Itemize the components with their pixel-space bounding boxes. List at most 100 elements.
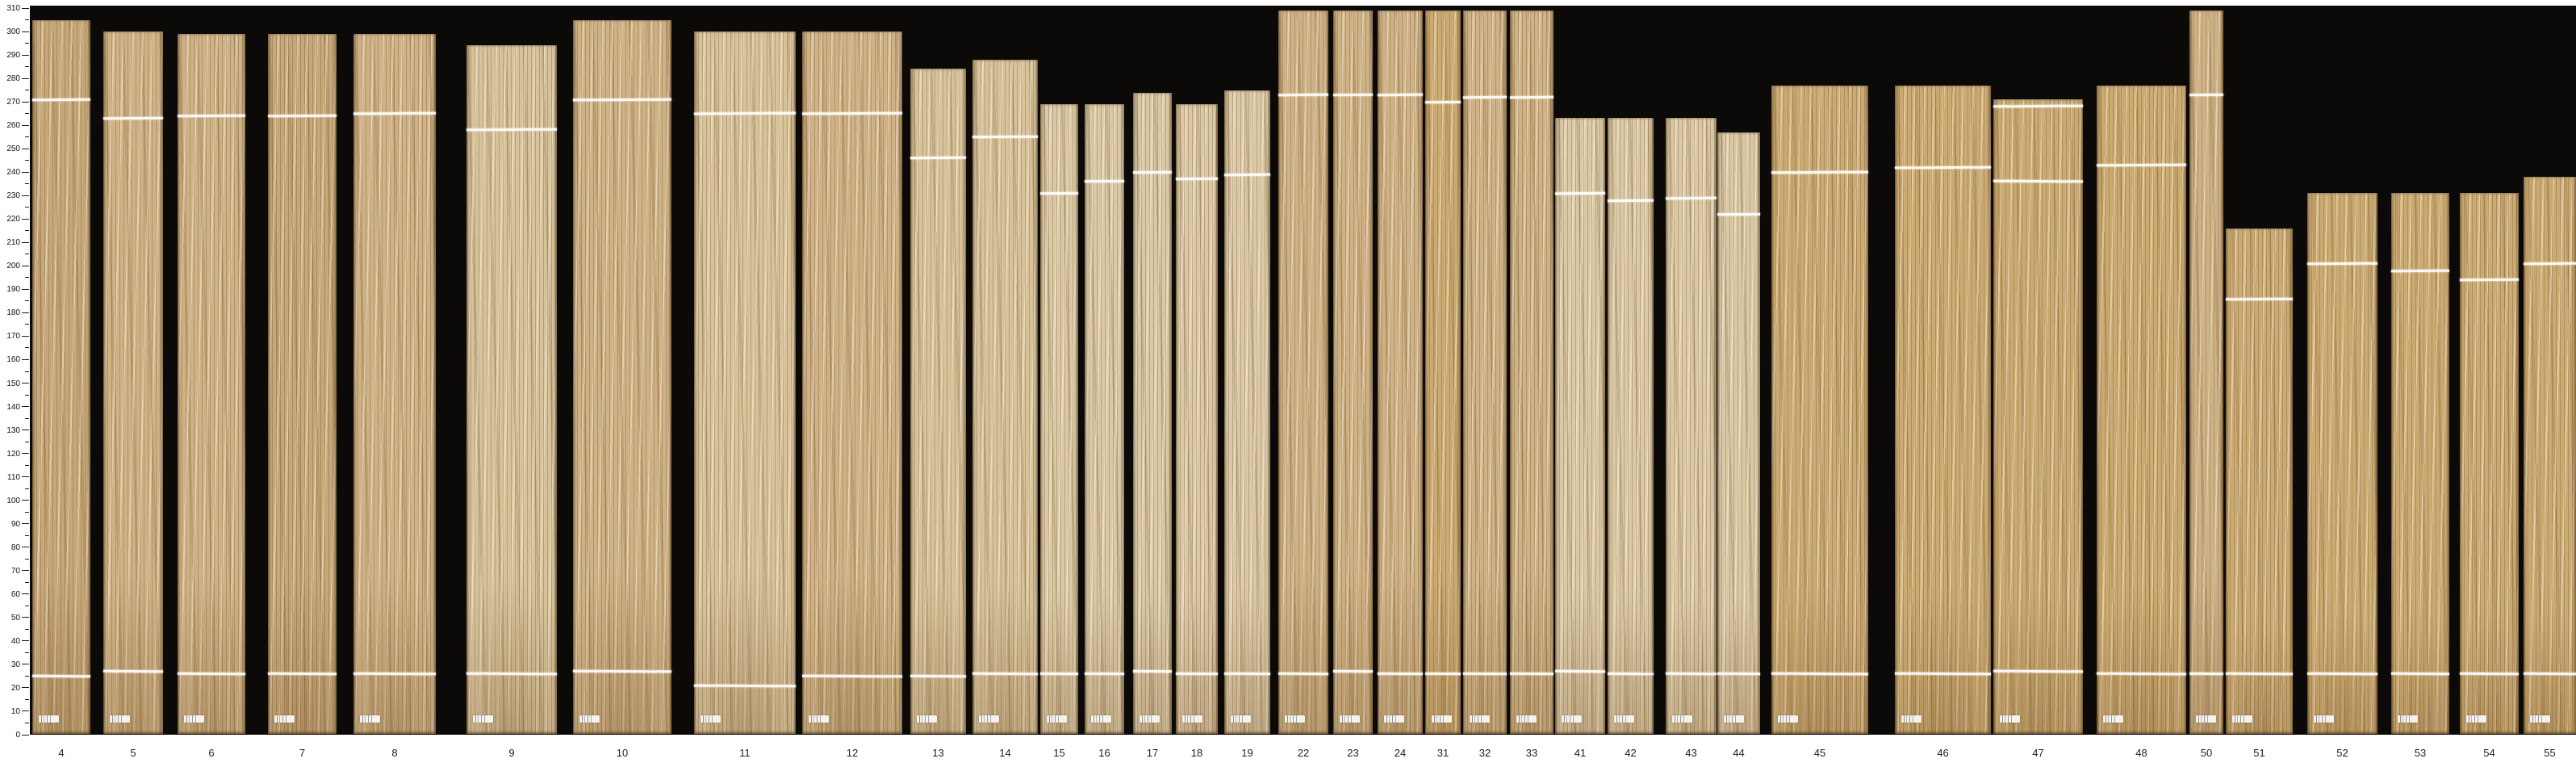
length-mark-line [1332,93,1374,97]
length-mark-line [2523,262,2576,266]
cut-mark-line [1424,672,1462,676]
board-number-label: 17 [1146,747,1159,759]
barcode-sticker [1470,715,1490,723]
board-17 [1132,92,1173,734]
board-number-label: 51 [2253,747,2265,759]
barcode-sticker [1231,715,1251,723]
length-mark-line [1132,170,1173,174]
board-10 [572,19,672,734]
board-number-label: 9 [508,747,515,759]
cut-mark-line [1509,672,1554,676]
ruler-major-tick [22,218,29,220]
board-number-label: 47 [2032,747,2044,759]
board-number-label: 12 [846,747,859,759]
board-number-label: 16 [1098,747,1110,759]
barcode-sticker [39,715,59,723]
ruler-minor-tick [25,371,29,372]
board-number-label: 15 [1053,747,1065,759]
board-number-label: 32 [1478,747,1491,759]
ruler-label: 200 [6,262,20,271]
ruler-label: 240 [6,168,20,178]
ruler-label: 180 [6,308,20,318]
board-8 [353,33,437,734]
board-52 [2306,193,2378,734]
board-18 [1175,104,1219,734]
ruler-major-tick [22,31,29,32]
board-number-label: 46 [1937,747,1949,759]
barcode-sticker [579,715,600,723]
ruler-major-tick [22,383,29,384]
length-mark-line [1554,191,1606,195]
length-mark-line [1771,170,1869,174]
board-number-label: 18 [1190,747,1203,759]
ruler-label: 90 [10,519,20,529]
ruler-minor-tick [25,183,29,185]
barcode-sticker [110,715,130,723]
board-47 [1993,99,2084,734]
barcode-sticker [809,715,829,723]
length-mark-line [801,111,903,115]
ruler-major-tick [22,124,29,126]
cut-mark-line [2306,672,2378,676]
cut-mark-line [2390,672,2450,676]
board-number-label: 4 [58,747,65,759]
length-mark-line [102,116,164,120]
cut-mark-line [2459,672,2520,676]
ruler-major-tick [22,710,29,712]
ruler-major-tick [22,288,29,290]
ruler-major-tick [22,101,29,103]
length-mark-line [572,98,672,102]
board-22 [1278,10,1329,734]
ruler-label: 150 [6,379,20,388]
board-24 [1377,10,1424,734]
board-number-label: 13 [932,747,944,759]
board-33 [1509,10,1554,734]
length-mark-line [693,111,797,115]
ruler-label: 60 [10,589,20,599]
length-mark-line [1665,196,1717,199]
barcode-sticker [1516,715,1537,723]
cut-mark-line [2225,672,2294,676]
length-mark-line [2225,297,2294,300]
board-43 [1665,118,1717,734]
ruler-major-tick [22,570,29,572]
ruler-minor-tick [25,66,29,68]
board-number-label: 52 [2336,747,2348,759]
ruler-minor-tick [25,113,29,115]
ruler-minor-tick [25,628,29,630]
ruler-minor-tick [25,652,29,653]
barcode-sticker [1091,715,1111,723]
ruler-label: 190 [6,285,20,295]
ruler-minor-tick [25,534,29,536]
ruler-minor-tick [25,394,29,396]
cut-mark-line [1665,672,1717,676]
ruler-label: 250 [6,145,20,154]
ruler-major-tick [22,687,29,689]
ruler-label: 260 [6,121,20,131]
cut-mark-line [2189,672,2224,676]
board-23 [1332,10,1374,734]
cut-mark-line [1717,672,1761,676]
board-31 [1424,10,1462,734]
board-number-label: 44 [1733,747,1745,759]
board-number-label: 55 [2544,747,2556,759]
ruler-label: 40 [10,636,20,646]
cut-mark-line [972,672,1039,676]
barcode-sticker [2314,715,2334,723]
barcode-sticker [1901,715,1922,723]
cut-mark-line [1175,672,1219,676]
board-number-label: 48 [2135,747,2147,759]
ruler-label: 80 [10,543,20,552]
board-41 [1554,118,1606,734]
barcode-sticker [979,715,999,723]
ruler-major-tick [22,78,29,79]
board-50 [2189,10,2224,734]
barcode-sticker [2103,715,2123,723]
length-mark-line [1039,191,1079,195]
barcode-sticker [1432,715,1452,723]
ruler-label: 20 [10,683,20,693]
cut-mark-line [1771,672,1869,676]
length-mark-line [1084,180,1125,183]
barcode-sticker [1562,715,1582,723]
